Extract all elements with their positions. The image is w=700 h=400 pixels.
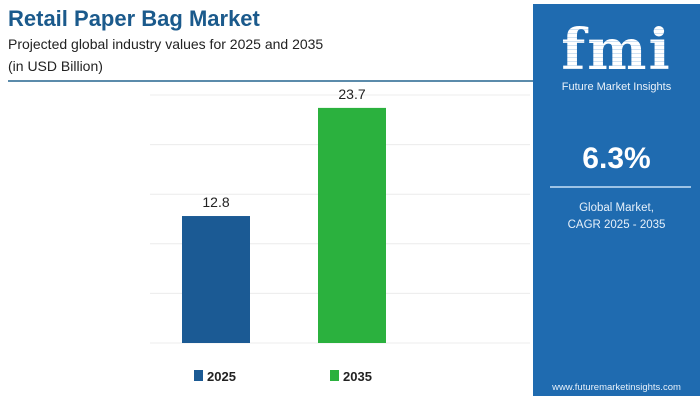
- legend-label-2025: 2025: [207, 369, 236, 384]
- legend-label-2035: 2035: [343, 369, 372, 384]
- cagr-value: 6.3%: [582, 142, 651, 175]
- bar-chart: 12.8 2025 23.7 2035: [150, 86, 530, 384]
- unit-label: (in USD Billion): [8, 58, 103, 74]
- brand-name: Future Market Insights: [561, 81, 672, 93]
- legend-swatch-2035: [330, 370, 339, 381]
- fmi-logo: fmi: [533, 22, 700, 78]
- bar-2025: [182, 216, 250, 343]
- cagr-label-line2: CAGR 2025 - 2035: [567, 219, 666, 231]
- info-panel: fmi Future Market Insights 6.3% Global M…: [533, 4, 700, 396]
- panel-divider: [550, 186, 691, 188]
- chart-subtitle: Projected global industry values for 202…: [8, 36, 324, 52]
- chart-title: Retail Paper Bag Market: [8, 6, 260, 31]
- header-divider: [8, 80, 533, 82]
- cagr-label-line1: Global Market,: [579, 202, 654, 214]
- bar-2035: [318, 107, 386, 344]
- legend-swatch-2025: [194, 370, 203, 381]
- data-label-2025: 12.8: [202, 194, 229, 210]
- cagr-label: Global Market, CAGR 2025 - 2035: [533, 200, 700, 234]
- website-link[interactable]: www.futuremarketinsights.com: [552, 382, 681, 393]
- data-label-2035: 23.7: [338, 86, 365, 102]
